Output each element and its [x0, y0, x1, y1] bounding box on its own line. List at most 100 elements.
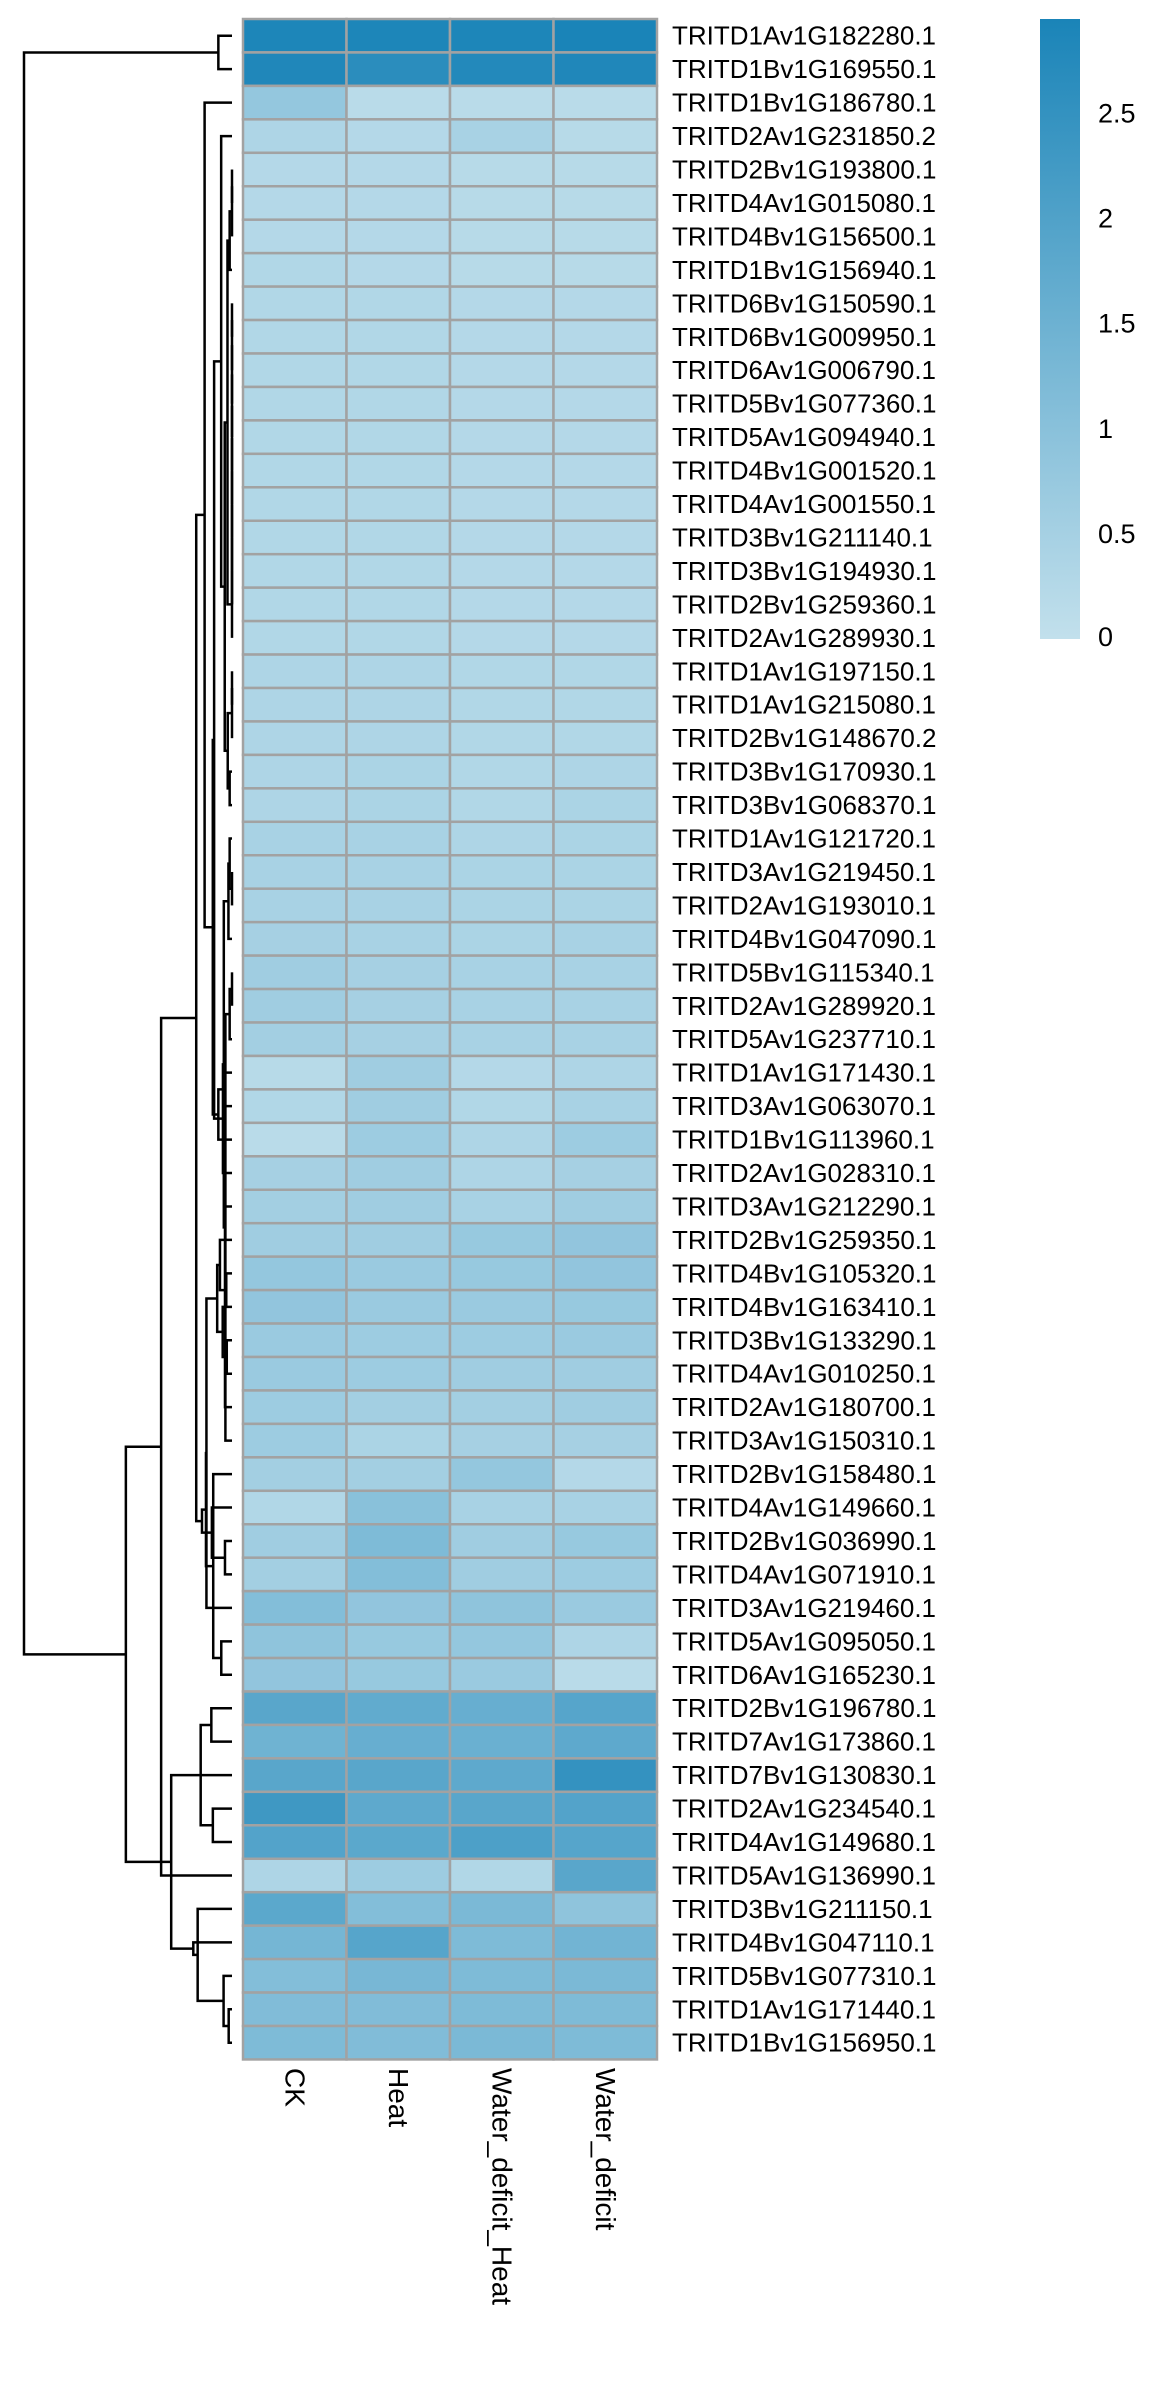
heatmap-cell [345, 1824, 452, 1861]
heatmap-cell [345, 1991, 452, 2028]
heatmap-cell [448, 352, 555, 389]
row-label: TRITD2Bv1G259360.1 [672, 589, 936, 619]
heatmap-cell [345, 84, 452, 121]
row-label: TRITD4Bv1G001520.1 [672, 456, 936, 486]
heatmap-cell [345, 586, 452, 623]
heatmap-cell [552, 1991, 659, 2028]
heatmap-cell [448, 854, 555, 890]
heatmap-cell [241, 1924, 348, 1961]
dendrogram-branch [22, 51, 219, 1656]
heatmap-cell [345, 887, 452, 924]
heatmap-cell [345, 753, 452, 790]
heatmap-cell [552, 1523, 659, 1559]
heatmap-cell [552, 1824, 659, 1861]
heatmap-cell [552, 452, 659, 489]
heatmap-cell [241, 1723, 348, 1760]
row-label: TRITD2Av1G234540.1 [672, 1794, 936, 1824]
heatmap-cell [241, 753, 348, 790]
heatmap-cell [448, 1656, 555, 1693]
heatmap-cell [448, 486, 555, 522]
heatmap-cell [448, 987, 555, 1024]
heatmap-cell [241, 251, 348, 288]
heatmap-cell [552, 385, 659, 422]
heatmap-cell [552, 1389, 659, 1426]
heatmap-cell [345, 285, 452, 322]
dendrogram-branch [210, 1706, 232, 1743]
row-label: TRITD3Av1G063070.1 [672, 1091, 936, 1121]
row-label: TRITD2Av1G231850.2 [672, 121, 936, 151]
heatmap-cell [552, 151, 659, 188]
dendrogram-branch [225, 1339, 232, 1375]
heatmap-cell [552, 2024, 659, 2061]
row-label: TRITD6Av1G165230.1 [672, 1660, 936, 1690]
row-label: TRITD3Av1G219460.1 [672, 1593, 936, 1623]
heatmap-cell [241, 1456, 348, 1493]
dendrogram-branch [212, 360, 223, 1120]
heatmap-cell [448, 920, 555, 957]
heatmap-cell [241, 486, 348, 522]
heatmap-cell [552, 1288, 659, 1325]
heatmap-cell [448, 1757, 555, 1794]
dendrogram-branch [223, 1071, 232, 1108]
heatmap-cell [552, 619, 659, 656]
column-labels: CK Heat Water_deficit_Heat Water_deficit [279, 2068, 621, 2305]
heatmap-cell [241, 1623, 348, 1660]
heatmap-cell [345, 419, 452, 456]
heatmap-cell [345, 1556, 452, 1593]
heatmap-cell [552, 1723, 659, 1760]
heatmap-cell [552, 1757, 659, 1794]
heatmap-cell [241, 787, 348, 824]
row-label: TRITD3Av1G150310.1 [672, 1426, 936, 1456]
heatmap-cell [345, 1857, 452, 1894]
heatmap-cell [345, 653, 452, 690]
heatmap-cell [241, 1589, 348, 1626]
heatmap-cell [448, 1255, 555, 1292]
heatmap-cell [241, 1054, 348, 1091]
heatmap-cell [448, 887, 555, 924]
legend-tick-label: 0 [1098, 622, 1113, 652]
row-label: TRITD3Bv1G211140.1 [672, 522, 933, 552]
heatmap-cell [552, 1255, 659, 1292]
heatmap-cell [552, 318, 659, 355]
row-label: TRITD1Bv1G156950.1 [672, 2028, 936, 2058]
legend-tick-label: 0.5 [1098, 519, 1136, 549]
heatmap-cell [241, 1656, 348, 1693]
heatmap-cell [241, 720, 348, 757]
heatmap-cell [552, 419, 659, 456]
dendrogram-branch [221, 1063, 232, 1175]
row-label: TRITD2Av1G193010.1 [672, 890, 936, 920]
row-label: TRITD1Bv1G186780.1 [672, 88, 936, 118]
heatmap-cell [448, 1690, 555, 1727]
heatmap-cell [448, 519, 555, 556]
row-label: TRITD4Bv1G105320.1 [672, 1258, 936, 1288]
heatmap-cell [552, 1188, 659, 1225]
row-label: TRITD2Av1G289930.1 [672, 623, 936, 653]
heatmap-cell [345, 251, 452, 288]
row-label: TRITD5Av1G094940.1 [672, 422, 936, 452]
heatmap-cell [448, 1489, 555, 1526]
row-label: TRITD3Bv1G170930.1 [672, 757, 936, 787]
heatmap-cell [448, 787, 555, 824]
heatmap-cell [241, 1957, 348, 1994]
row-label: TRITD1Bv1G156940.1 [672, 255, 936, 285]
dendrogram-branch [124, 1445, 172, 1864]
heatmap-cell [552, 51, 659, 88]
heatmap-cell [448, 1957, 555, 1994]
heatmap-cell [448, 17, 555, 54]
heatmap-cell [345, 1523, 452, 1559]
heatmap-cell [345, 854, 452, 890]
heatmap-cell [552, 1857, 659, 1894]
row-label: TRITD1Av1G215080.1 [672, 690, 936, 720]
heatmap-cell [448, 1389, 555, 1426]
heatmap-cell [448, 151, 555, 188]
row-label: TRITD6Av1G006790.1 [672, 355, 936, 385]
heatmap-cell [345, 1155, 452, 1192]
heatmap-cell [345, 1790, 452, 1827]
heatmap-cell [345, 118, 452, 155]
heatmap-cell [345, 987, 452, 1024]
heatmap-cell [552, 251, 659, 288]
heatmap-cell [241, 352, 348, 389]
column-label: Water_deficit [590, 2068, 621, 2231]
row-label: TRITD1Bv1G113960.1 [672, 1125, 935, 1155]
